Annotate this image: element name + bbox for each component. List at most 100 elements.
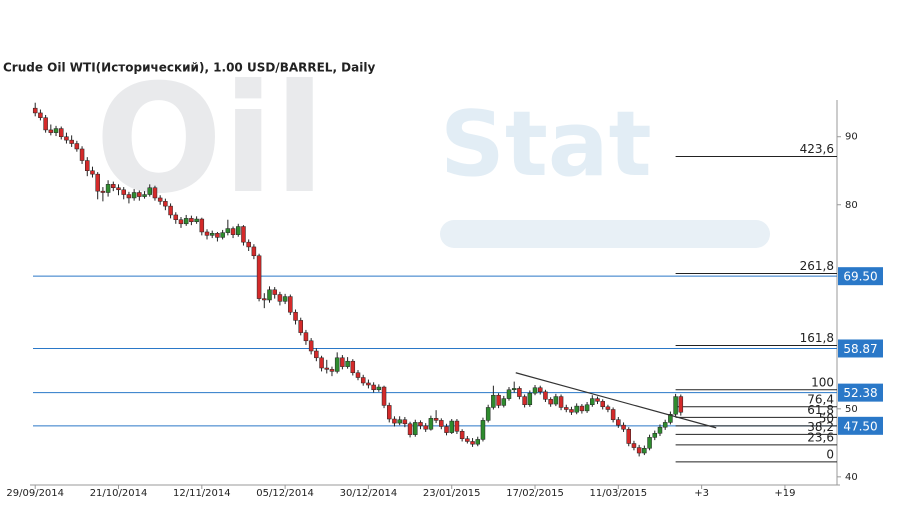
candle-body [376,386,382,391]
candle-body [282,296,288,302]
candle-body [439,420,444,427]
price-level-box [838,383,883,402]
candle-body [142,194,147,197]
candle-body [433,418,439,421]
candle-body [204,231,210,236]
candle-body [64,136,69,141]
candle-body [95,173,100,192]
candle-body [168,205,173,216]
x-tick-label: +19 [774,488,795,499]
candle-body [428,418,434,430]
candle-body [590,398,595,405]
price-level-box [838,267,883,286]
candle-body [157,197,163,202]
x-tick-label: +3 [694,488,709,499]
candle-body [532,387,538,394]
candle-body [595,398,600,402]
candle-body [131,192,137,199]
candle-body [600,401,605,408]
candle-body [48,129,54,133]
fib-label: 423,6 [800,142,834,156]
candle-body [522,396,527,405]
candle-body [616,419,621,426]
candle-body [173,214,179,220]
candle-body [636,447,642,454]
fib-label: 50 [819,411,834,425]
candle-body [220,232,225,238]
candle-body [626,428,631,444]
watermark-oil: Oil [95,53,325,227]
candle-body [480,420,486,440]
candle-body [267,289,272,301]
fib-label: 61,8 [807,403,834,417]
price-level-label: 69.50 [843,270,877,284]
fib-label: 261,8 [800,259,834,273]
candle-body [564,407,569,410]
candle-body [605,406,611,410]
candle-body [246,241,251,248]
candle-body [496,394,501,406]
candle-body [225,228,231,233]
candle-body [371,384,376,391]
candle-body [454,420,460,432]
candle-body [319,357,324,369]
fib-label: 76,4 [807,392,834,406]
candle-body [58,128,64,137]
candle-body [642,448,647,454]
candle-body [152,187,158,199]
y-tick-label: 50 [845,404,858,415]
candle-body [647,437,652,449]
candle-body [53,128,59,133]
y-tick-label: 40 [845,472,858,483]
candle-body [215,233,220,238]
candle-body [584,404,590,412]
candle-body [548,399,553,405]
candle-body [537,387,543,393]
candle-body [32,107,38,114]
candle-body [38,112,43,118]
x-tick-label: 17/02/2015 [506,488,564,499]
candle-body [314,350,319,359]
candle-body [69,139,74,144]
fib-label: 0 [826,447,834,461]
candle-body [209,233,215,236]
price-level-label: 47.50 [843,419,877,433]
candle-body [277,294,283,302]
x-tick-label: 21/10/2014 [90,488,148,499]
candle-body [43,117,48,131]
candle-body [163,201,168,207]
candle-body [298,320,303,333]
candle-body [579,405,585,412]
price-level-box [838,339,883,358]
y-tick-label: 90 [845,132,858,143]
candle-body [230,228,236,235]
candle-body [199,218,205,233]
candle-body [324,367,330,370]
candle-body [236,226,241,235]
candle-body [100,190,106,193]
candle-body [90,170,95,175]
candle-body [397,419,402,424]
candle-body [105,184,111,193]
fib-label: 23,6 [807,430,834,444]
x-tick-label: 30/12/2014 [340,488,398,499]
candle-body [74,143,80,150]
candle-body [459,431,465,439]
candle-body [262,298,267,301]
candle-body [621,424,626,430]
candle-body [329,369,335,372]
candle-body [543,391,548,400]
x-tick-label: 11/03/2015 [590,488,648,499]
candle-body [293,311,298,321]
candle-body [308,340,314,352]
candle-body [194,218,199,223]
candle-body [386,405,392,420]
candle-body [652,433,658,438]
candle-body [360,377,366,384]
candle-body [553,396,559,405]
watermark-stat: Stat [440,92,652,197]
candle-body [340,357,345,367]
candle-body [126,194,132,199]
candle-body [423,425,428,430]
